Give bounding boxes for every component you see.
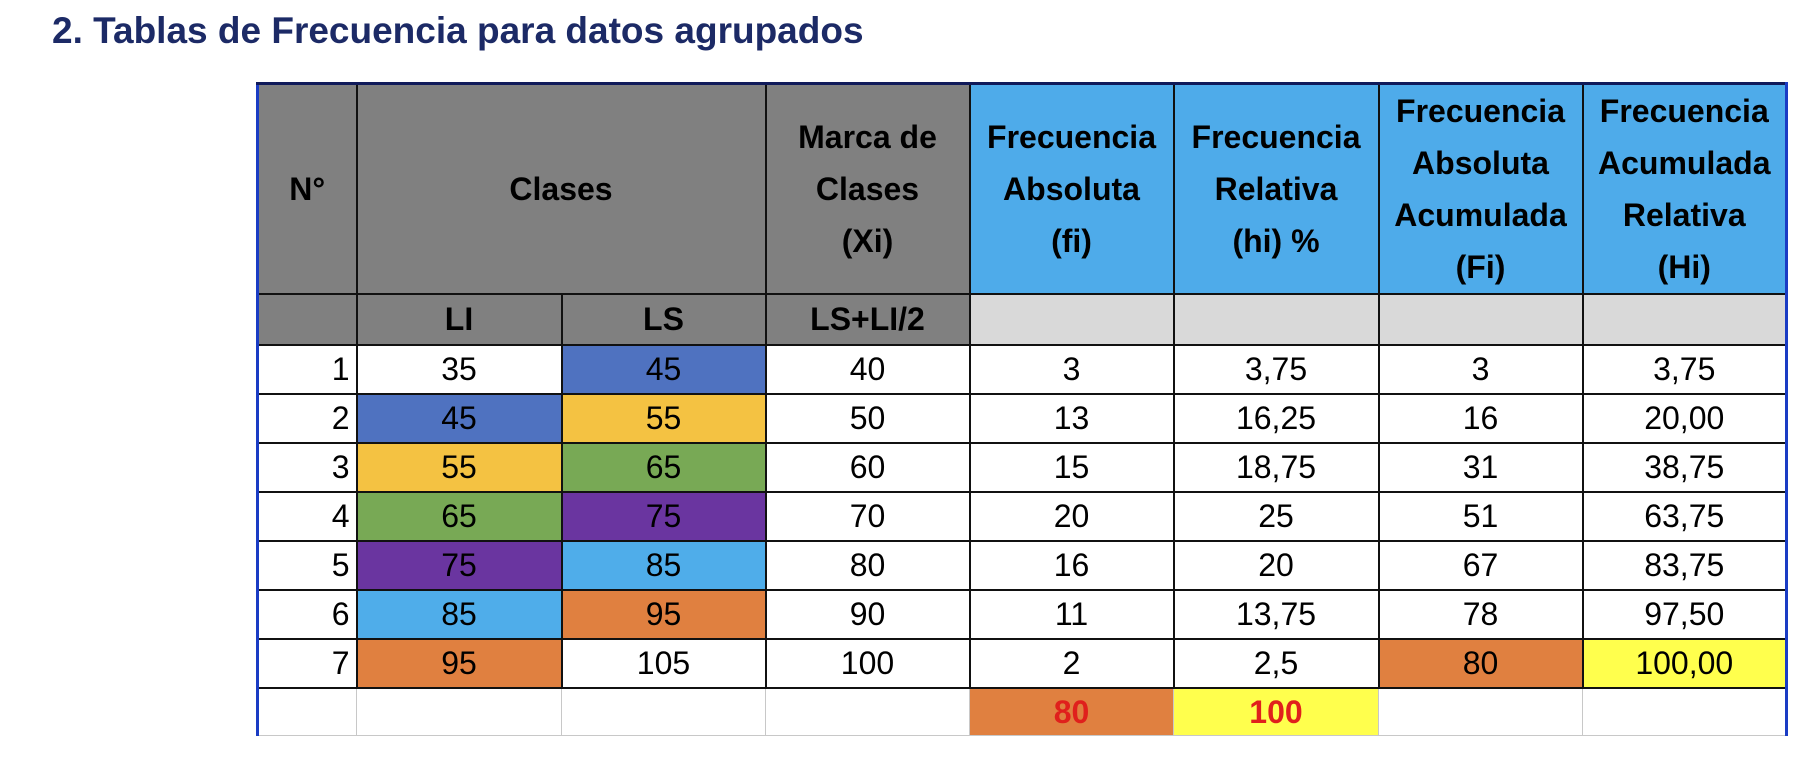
data-cell: 78 (1377, 589, 1584, 640)
data-cell: 1 (256, 344, 358, 395)
data-cell: 31 (1377, 442, 1584, 493)
data-row: 2 45 55 50 13 16,25 16 20,00 (256, 393, 1788, 444)
header-cell: Frecuencia Acumulada Relativa (Hi) (1581, 82, 1788, 295)
data-row: 6 85 95 90 11 13,75 78 97,50 (256, 589, 1788, 640)
data-cell: 20 (968, 491, 1175, 542)
data-cell: 20,00 (1581, 393, 1788, 444)
subheader-cell (256, 293, 358, 346)
data-cell: 60 (764, 442, 971, 493)
totals-cell: 80 (969, 687, 1174, 736)
data-cell: 2,5 (1172, 638, 1380, 689)
data-cell: 7 (256, 638, 358, 689)
data-cell: 16 (1377, 393, 1584, 444)
header-cell: Clases (355, 82, 767, 295)
subheader-cell (1377, 293, 1584, 346)
frequency-table: N° Clases Marca de Clases (Xi) Frecuenci… (256, 82, 1788, 736)
data-cell: 83,75 (1581, 540, 1788, 591)
data-cell: 5 (256, 540, 358, 591)
data-cell: 11 (968, 589, 1175, 640)
totals-cell (765, 687, 970, 736)
subheader-cell (1581, 293, 1788, 346)
data-cell: 90 (764, 589, 971, 640)
data-cell: 25 (1172, 491, 1380, 542)
title: 2. Tablas de Frecuencia para datos agrup… (52, 10, 864, 51)
data-cell: 51 (1377, 491, 1584, 542)
data-cell: 100 (764, 638, 971, 689)
data-cell: 3,75 (1172, 344, 1380, 395)
data-cell: 65 (355, 491, 563, 542)
data-row: 5 75 85 80 16 20 67 83,75 (256, 540, 1788, 591)
data-cell: 40 (764, 344, 971, 395)
header-cell: Frecuencia Absoluta Acumulada (Fi) (1377, 82, 1584, 295)
data-row: 4 65 75 70 20 25 51 63,75 (256, 491, 1788, 542)
totals-row: 80 100 (257, 687, 1787, 736)
data-row: 3 55 65 60 15 18,75 31 38,75 (256, 442, 1788, 493)
data-row: 7 95 105 100 2 2,5 80 100,00 (256, 638, 1788, 689)
data-cell: 67 (1377, 540, 1584, 591)
data-cell: 3 (1377, 344, 1584, 395)
data-cell: 3 (968, 344, 1175, 395)
totals-cell (1378, 687, 1583, 736)
totals-cell: 100 (1173, 687, 1379, 736)
data-cell: 16,25 (1172, 393, 1380, 444)
totals-cell (1582, 687, 1787, 736)
data-cell: 4 (256, 491, 358, 542)
table-body: N° Clases Marca de Clases (Xi) Frecuenci… (256, 82, 1788, 736)
subheader-cell (1172, 293, 1380, 346)
subheader-cell (968, 293, 1175, 346)
data-cell: 45 (560, 344, 767, 395)
subheader-cell: LI (355, 293, 563, 346)
data-cell: 55 (560, 393, 767, 444)
totals-cell (561, 687, 766, 736)
data-cell: 20 (1172, 540, 1380, 591)
totals-cell (356, 687, 562, 736)
data-cell: 50 (764, 393, 971, 444)
data-cell: 70 (764, 491, 971, 542)
data-cell: 3 (256, 442, 358, 493)
data-cell: 13 (968, 393, 1175, 444)
data-cell: 15 (968, 442, 1175, 493)
data-cell: 75 (355, 540, 563, 591)
header-row: N° Clases Marca de Clases (Xi) Frecuenci… (256, 82, 1788, 295)
data-cell: 45 (355, 393, 563, 444)
data-cell: 75 (560, 491, 767, 542)
header-cell: Marca de Clases (Xi) (764, 82, 971, 295)
data-cell: 63,75 (1581, 491, 1788, 542)
data-cell: 13,75 (1172, 589, 1380, 640)
data-cell: 2 (968, 638, 1175, 689)
subheader-cell: LS (560, 293, 767, 346)
data-cell: 100,00 (1581, 638, 1788, 689)
data-cell: 55 (355, 442, 563, 493)
data-cell: 38,75 (1581, 442, 1788, 493)
header-cell: Frecuencia Relativa (hi) % (1172, 82, 1380, 295)
data-cell: 16 (968, 540, 1175, 591)
subheader-cell: LS+LI/2 (764, 293, 971, 346)
header-cell: N° (256, 82, 358, 295)
data-cell: 35 (355, 344, 563, 395)
data-cell: 105 (560, 638, 767, 689)
data-cell: 97,50 (1581, 589, 1788, 640)
header-cell: Frecuencia Absoluta (fi) (968, 82, 1175, 295)
totals-cell (257, 687, 357, 736)
subheader-row: LI LS LS+LI/2 (256, 293, 1788, 346)
data-cell: 95 (560, 589, 767, 640)
data-cell: 65 (560, 442, 767, 493)
data-cell: 80 (1377, 638, 1584, 689)
data-cell: 6 (256, 589, 358, 640)
data-cell: 3,75 (1581, 344, 1788, 395)
data-row: 1 35 45 40 3 3,75 3 3,75 (256, 344, 1788, 395)
data-cell: 2 (256, 393, 358, 444)
data-cell: 80 (764, 540, 971, 591)
data-cell: 18,75 (1172, 442, 1380, 493)
data-cell: 85 (560, 540, 767, 591)
data-cell: 95 (355, 638, 563, 689)
data-cell: 85 (355, 589, 563, 640)
